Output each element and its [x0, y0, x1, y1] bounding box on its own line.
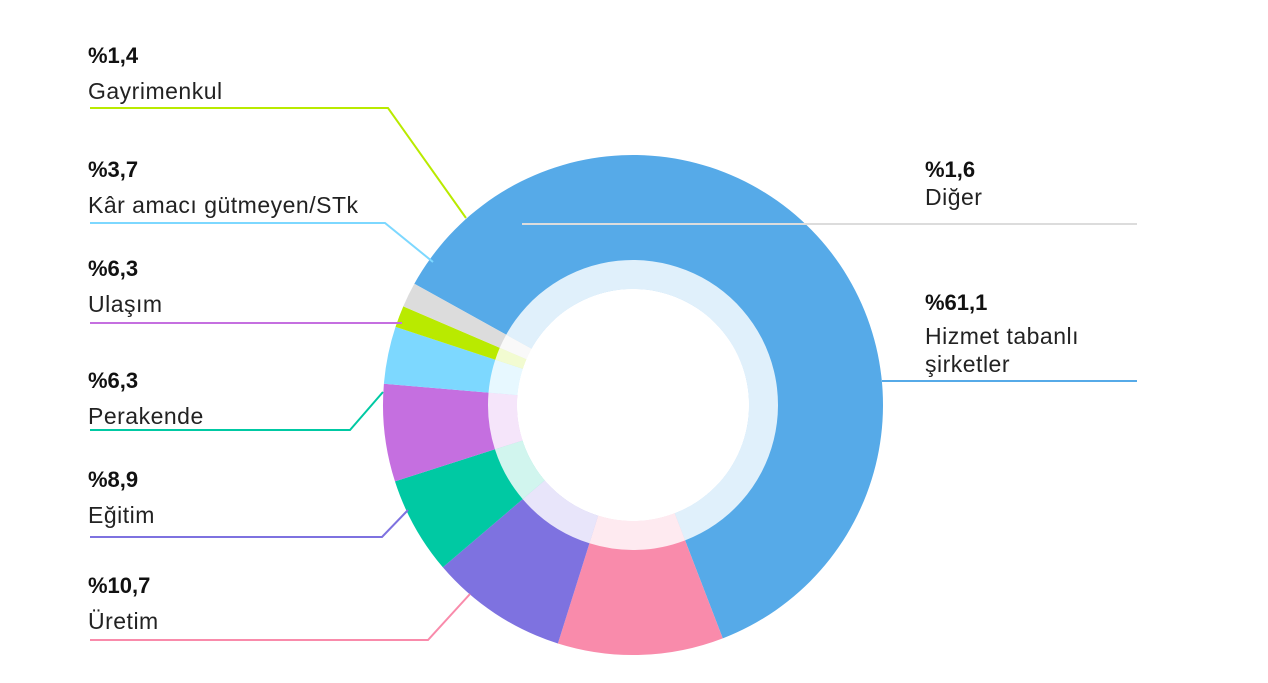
data-label: %1,6: [925, 157, 976, 182]
donut-hole: [517, 289, 749, 521]
data-label: %8,9: [88, 467, 139, 492]
pie-slice: [403, 283, 532, 360]
slice-label: Üretim: [88, 608, 159, 634]
legend-item-hizmet: %61,1 Hizmet tabanlı şirketler: [925, 290, 1125, 378]
leader-line: [90, 222, 434, 263]
data-label: %61,1: [925, 290, 988, 315]
slice-label: Kâr amacı gütmeyen/STk: [88, 192, 359, 218]
data-label: %1,4: [88, 43, 139, 68]
leader-line: [90, 509, 409, 538]
data-label: %3,7: [88, 157, 139, 182]
inner-ring-segment: [495, 347, 527, 369]
legend-item-perakende: %6,3 Perakende: [88, 368, 204, 430]
pie-slice: [557, 513, 723, 656]
legend-item-kar-amaci: %3,7 Kâr amacı gütmeyen/STk: [88, 157, 359, 219]
slice-label: Hizmet tabanlı şirketler: [925, 323, 1080, 377]
inner-ring-segment: [589, 513, 686, 550]
legend-item-ulasim: %6,3 Ulaşım: [88, 256, 163, 318]
inner-ring-segment: [488, 392, 523, 450]
pie-slice: [414, 155, 884, 639]
leader-lines: [90, 107, 1137, 641]
data-label: %6,3: [88, 256, 139, 281]
data-label: %6,3: [88, 368, 139, 393]
slice-label: Eğitim: [88, 502, 155, 528]
inner-ring-segment: [499, 334, 532, 360]
leader-line: [90, 107, 467, 219]
pie-slice: [395, 306, 527, 369]
slice-label: Gayrimenkul: [88, 78, 223, 104]
leader-line: [90, 593, 471, 641]
slice-label: Diğer: [925, 184, 983, 210]
legend-item-uretim: %10,7 Üretim: [88, 573, 159, 635]
inner-ring-segment: [522, 480, 599, 544]
pie-slice: [382, 383, 523, 482]
data-label: %10,7: [88, 573, 151, 598]
inner-ring: [488, 259, 778, 550]
slice-label: Perakende: [88, 403, 204, 429]
slice-label: Ulaşım: [88, 291, 163, 317]
leader-line: [90, 391, 384, 431]
legend-item-gayrimenkul: %1,4 Gayrimenkul: [88, 43, 223, 105]
legend-item-diger: %1,6 Diğer: [925, 157, 982, 211]
pie-slice: [383, 326, 523, 396]
inner-ring-segment: [494, 440, 545, 500]
legend-item-egitim: %8,9 Eğitim: [88, 467, 155, 529]
inner-ring-segment: [488, 359, 523, 396]
